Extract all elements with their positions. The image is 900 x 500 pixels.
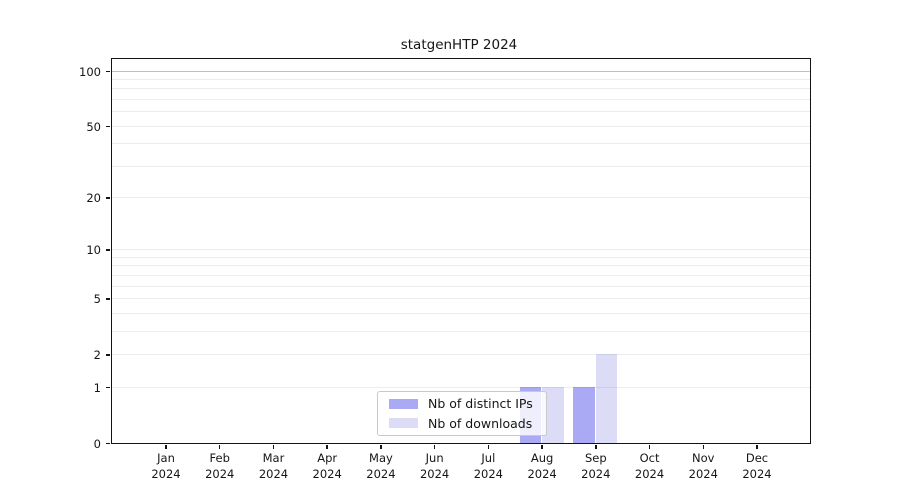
y-tick-label-10: 10 <box>86 243 101 258</box>
gridline-20 <box>111 197 810 199</box>
gridline-7 <box>111 274 810 276</box>
x-tick-sep <box>595 445 597 449</box>
gridline-100 <box>111 70 810 72</box>
x-tick-label-dec: Dec 2024 <box>742 450 772 482</box>
x-tick-jul <box>487 445 490 449</box>
bar-downloads-aug <box>542 387 564 443</box>
x-tick-jun <box>433 445 436 449</box>
x-tick-nov <box>702 445 705 449</box>
gridline-8 <box>111 265 810 267</box>
x-tick-jan <box>165 445 167 449</box>
y-tick-1 <box>105 386 110 389</box>
y-tick-label-100: 100 <box>79 64 101 79</box>
legend-label-distinct-ips: Nb of distinct IPs <box>428 396 533 412</box>
x-tick-dec <box>756 445 758 449</box>
x-tick-label-nov: Nov 2024 <box>688 450 718 482</box>
y-tick-100 <box>105 70 110 73</box>
y-tick-label-20: 20 <box>86 191 101 206</box>
y-tick-label-5: 5 <box>93 292 101 307</box>
gridline-80 <box>111 88 810 90</box>
legend-label-downloads: Nb of downloads <box>428 415 533 431</box>
y-tick-label-1: 1 <box>93 380 101 395</box>
gridline-10 <box>111 249 810 251</box>
x-tick-feb <box>218 445 221 449</box>
legend-item-downloads: Nb of downloads <box>389 416 546 431</box>
x-tick-label-sep: Sep 2024 <box>581 450 611 482</box>
y-tick-0 <box>105 442 110 445</box>
x-tick-label-jun: Jun 2024 <box>419 450 450 482</box>
y-tick-50 <box>105 125 110 128</box>
gridline-5 <box>111 298 810 300</box>
gridline-90 <box>111 78 810 80</box>
x-tick-label-aug: Aug 2024 <box>527 450 557 482</box>
y-tick-2 <box>105 354 110 356</box>
bar-distinct-ips-sep <box>573 387 595 443</box>
gridline-2 <box>111 353 810 355</box>
y-tick-label-50: 50 <box>86 119 101 134</box>
x-tick-label-may: May 2024 <box>366 450 396 482</box>
y-tick-5 <box>105 298 110 300</box>
gridline-4 <box>111 312 810 314</box>
gridline-60 <box>111 111 810 113</box>
y-tick-label-0: 0 <box>93 436 101 451</box>
y-tick-20 <box>105 197 110 199</box>
legend-swatch-downloads-icon <box>389 418 418 428</box>
legend-swatch-distinct-ips-icon <box>389 399 418 409</box>
x-tick-label-feb: Feb 2024 <box>205 450 235 482</box>
x-tick-label-jan: Jan 2024 <box>151 450 181 482</box>
x-tick-may <box>380 445 382 449</box>
gridline-1 <box>111 386 810 388</box>
gridline-40 <box>111 143 810 145</box>
chart-title: statgenHTP 2024 <box>400 37 518 53</box>
y-tick-10 <box>105 249 110 251</box>
plot-area <box>110 58 811 444</box>
x-tick-label-jul: Jul 2024 <box>473 450 503 482</box>
gridline-6 <box>111 285 810 287</box>
x-tick-apr <box>326 445 328 449</box>
gridline-30 <box>111 165 810 167</box>
gridline-50 <box>111 125 810 127</box>
x-tick-label-oct: Oct 2024 <box>634 450 665 482</box>
x-tick-aug <box>541 445 543 449</box>
legend: Nb of distinct IPs Nb of downloads <box>377 391 547 436</box>
gridline-3 <box>111 330 810 332</box>
x-tick-oct <box>648 445 651 449</box>
legend-item-distinct-ips: Nb of distinct IPs <box>389 396 546 411</box>
x-tick-mar <box>272 445 275 449</box>
y-tick-label-2: 2 <box>93 347 101 362</box>
gridline-70 <box>111 98 810 100</box>
gridline-9 <box>111 256 810 258</box>
x-tick-label-apr: Apr 2024 <box>312 450 342 482</box>
x-tick-label-mar: Mar 2024 <box>258 450 289 482</box>
bar-downloads-sep <box>595 354 618 443</box>
